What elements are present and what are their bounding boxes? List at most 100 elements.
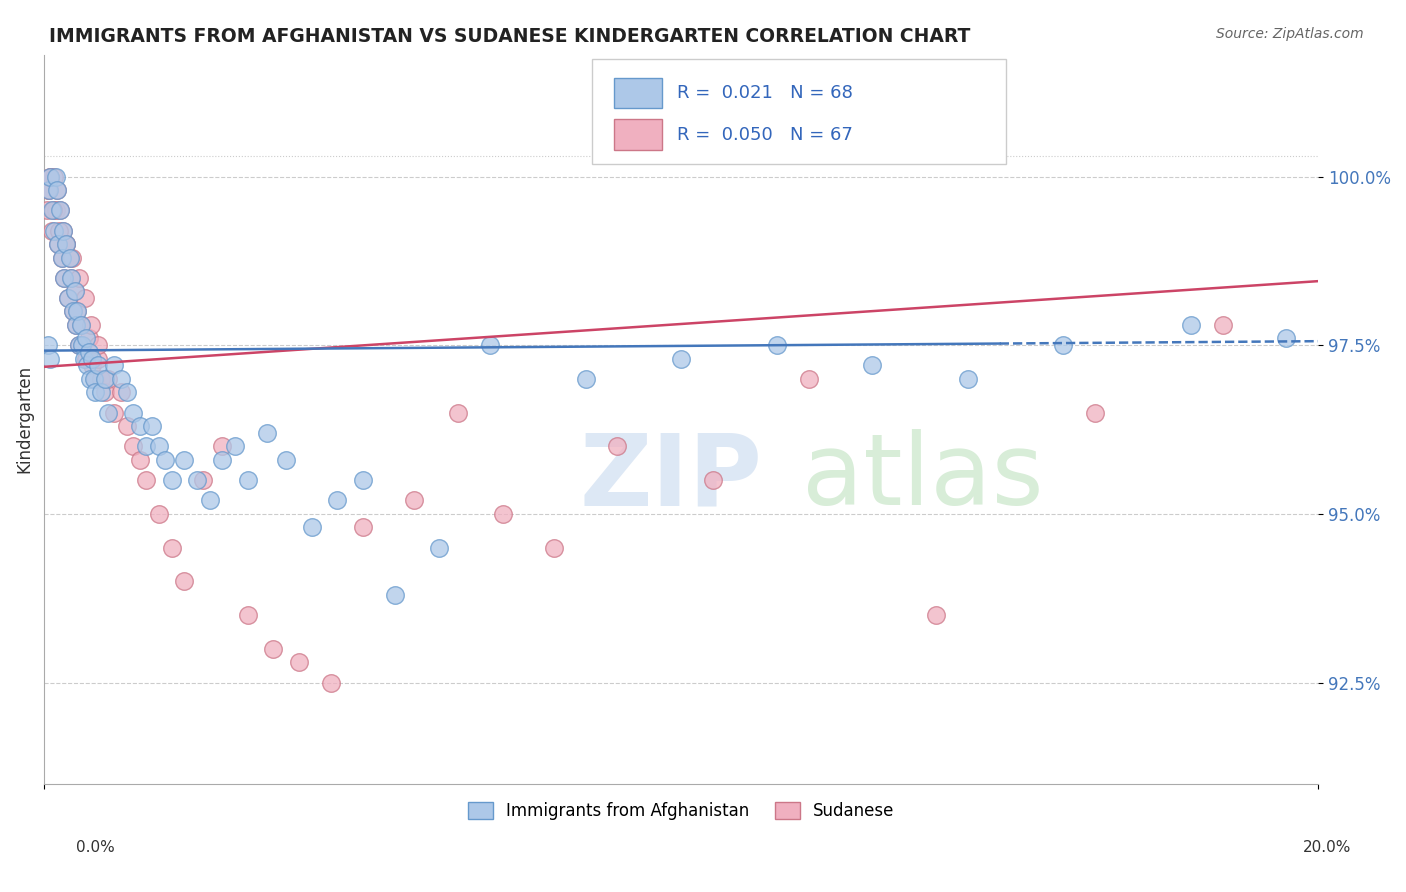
Text: 20.0%: 20.0%	[1303, 840, 1351, 855]
Point	[1180, 318, 1202, 332]
Point	[52, 223, 75, 237]
Point	[66, 304, 89, 318]
Point	[70, 318, 93, 332]
Point	[90, 372, 112, 386]
Point	[193, 473, 215, 487]
Point	[84, 385, 107, 400]
Point	[80, 318, 103, 332]
Point	[103, 359, 125, 373]
Point	[543, 541, 565, 555]
Point	[384, 588, 406, 602]
Point	[51, 251, 73, 265]
Point	[39, 169, 62, 184]
Point	[46, 237, 69, 252]
Text: R =  0.050   N = 67: R = 0.050 N = 67	[678, 126, 853, 144]
Point	[60, 251, 83, 265]
Point	[84, 372, 107, 386]
Point	[77, 345, 100, 359]
Point	[262, 641, 284, 656]
Point	[49, 203, 72, 218]
Point	[87, 351, 110, 366]
Point	[73, 291, 96, 305]
Text: IMMIGRANTS FROM AFGHANISTAN VS SUDANESE KINDERGARTEN CORRELATION CHART: IMMIGRANTS FROM AFGHANISTAN VS SUDANESE …	[49, 27, 970, 45]
Point	[87, 359, 110, 373]
Point	[80, 351, 103, 366]
Point	[575, 372, 598, 386]
Text: Source: ZipAtlas.com: Source: ZipAtlas.com	[1216, 27, 1364, 41]
Point	[45, 183, 67, 197]
Point	[860, 359, 883, 373]
Point	[236, 608, 259, 623]
Point	[352, 473, 374, 487]
Point	[198, 493, 221, 508]
Point	[45, 203, 67, 218]
Point	[135, 473, 157, 487]
Point	[1212, 318, 1234, 332]
Point	[38, 183, 60, 197]
Legend: Immigrants from Afghanistan, Sudanese: Immigrants from Afghanistan, Sudanese	[461, 795, 901, 826]
Point	[606, 439, 628, 453]
Point	[326, 493, 349, 508]
Point	[956, 372, 979, 386]
Point	[148, 439, 170, 453]
Point	[447, 406, 470, 420]
Point	[135, 439, 157, 453]
Text: 0.0%: 0.0%	[76, 840, 115, 855]
Point	[58, 291, 80, 305]
Point	[402, 493, 425, 508]
Point	[97, 406, 120, 420]
Point	[49, 203, 72, 218]
Point	[42, 223, 65, 237]
Point	[37, 183, 59, 197]
Point	[160, 541, 183, 555]
Point	[38, 169, 60, 184]
Point	[173, 574, 195, 589]
Point	[83, 372, 105, 386]
Point	[110, 372, 132, 386]
Point	[925, 608, 948, 623]
Point	[58, 251, 80, 265]
Point	[479, 338, 502, 352]
Point	[97, 372, 120, 386]
Point	[37, 203, 59, 218]
Point	[211, 453, 233, 467]
Point	[41, 223, 63, 237]
FancyBboxPatch shape	[613, 120, 662, 150]
Point	[58, 251, 80, 265]
Point	[256, 425, 278, 440]
Point	[1052, 338, 1074, 352]
Point	[236, 473, 259, 487]
Point	[51, 251, 73, 265]
Point	[62, 304, 84, 318]
Point	[48, 223, 70, 237]
Point	[115, 385, 138, 400]
Point	[352, 520, 374, 534]
Point	[58, 291, 80, 305]
Point	[301, 520, 323, 534]
Point	[93, 385, 115, 400]
Point	[66, 304, 89, 318]
Point	[288, 655, 311, 669]
Point	[45, 169, 67, 184]
Point	[52, 223, 75, 237]
Point	[669, 351, 692, 366]
Point	[160, 473, 183, 487]
Point	[55, 237, 77, 252]
Point	[55, 237, 77, 252]
Point	[38, 183, 60, 197]
Point	[90, 385, 112, 400]
Point	[63, 285, 86, 299]
Point	[72, 338, 94, 352]
Point	[39, 169, 62, 184]
Point	[122, 439, 145, 453]
Point	[63, 285, 86, 299]
Point	[59, 270, 82, 285]
Point	[211, 439, 233, 453]
Point	[59, 270, 82, 285]
Text: R =  0.021   N = 68: R = 0.021 N = 68	[678, 84, 853, 102]
Point	[55, 237, 77, 252]
Point	[122, 406, 145, 420]
FancyBboxPatch shape	[592, 59, 1007, 164]
Point	[492, 507, 515, 521]
Point	[72, 351, 94, 366]
